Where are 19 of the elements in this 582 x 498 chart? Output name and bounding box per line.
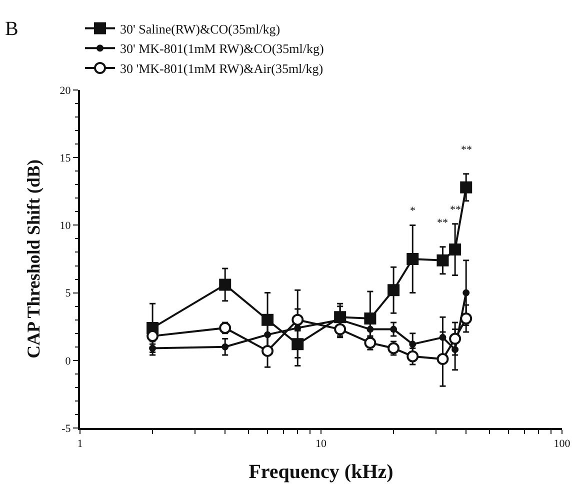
annotation: * [410, 205, 416, 217]
annotation: ** [437, 217, 448, 229]
y-tick-label: 5 [65, 288, 72, 300]
x-axis-title: Frequency (kHz) [248, 461, 394, 484]
annotation: ** [461, 144, 472, 156]
legend-label: 30' Saline(RW)&CO(35ml/kg) [120, 21, 280, 36]
y-tick-label: 10 [60, 220, 72, 232]
y-axis-title: CAP Threshold Shift (dB) [24, 160, 44, 358]
y-tick-label: 0 [65, 355, 72, 368]
y-tick-label: 15 [60, 152, 72, 164]
legend-label: 30 'MK-801(1mM RW)&Air(35ml/kg) [120, 61, 324, 76]
legend-label: 30' MK-801(1mM RW)&CO(35ml/kg) [120, 41, 324, 56]
annotation: ** [450, 204, 461, 216]
y-tick-label: 20 [60, 84, 72, 97]
y-tick-label: -5 [62, 422, 72, 435]
x-tick-label: 1 [77, 438, 83, 450]
x-tick-label: 10 [316, 438, 327, 450]
x-tick-label: 100 [554, 438, 571, 450]
text: B [5, 18, 18, 40]
